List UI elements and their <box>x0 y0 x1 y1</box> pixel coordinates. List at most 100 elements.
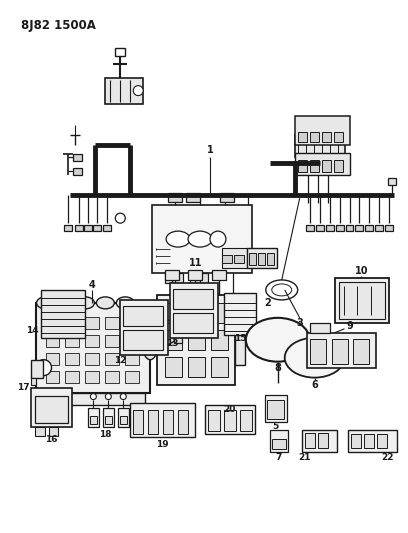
Bar <box>130 402 195 438</box>
Bar <box>125 335 139 347</box>
Bar <box>84 225 92 231</box>
Text: 2: 2 <box>264 298 271 308</box>
Text: 12: 12 <box>114 356 126 365</box>
Text: 18: 18 <box>99 430 111 439</box>
Bar <box>105 353 119 365</box>
Bar <box>148 409 158 434</box>
Text: 21: 21 <box>298 453 311 462</box>
Bar <box>133 409 143 434</box>
Ellipse shape <box>35 360 51 376</box>
Bar <box>157 295 235 385</box>
Bar <box>165 357 182 377</box>
Text: 6: 6 <box>311 379 318 390</box>
Bar <box>234 255 244 263</box>
Bar <box>348 431 397 453</box>
Bar <box>120 416 127 424</box>
Ellipse shape <box>56 297 74 309</box>
Bar <box>40 290 85 338</box>
Text: 10: 10 <box>355 266 368 276</box>
Text: 13: 13 <box>166 339 178 348</box>
Bar <box>295 154 350 175</box>
Bar <box>85 317 100 329</box>
Bar <box>163 409 173 434</box>
Bar <box>120 300 168 354</box>
Ellipse shape <box>246 318 310 362</box>
Bar <box>123 306 163 326</box>
Bar <box>178 409 188 434</box>
Bar <box>31 387 73 427</box>
Text: 3: 3 <box>296 318 303 328</box>
Bar <box>332 339 348 364</box>
Bar <box>334 133 343 142</box>
Bar <box>222 248 247 268</box>
Bar <box>40 393 145 405</box>
Bar <box>93 225 101 231</box>
Bar <box>224 293 256 335</box>
Bar <box>46 370 60 383</box>
Bar <box>306 225 314 231</box>
Bar <box>220 193 234 202</box>
Bar <box>188 330 205 350</box>
Bar <box>105 78 143 103</box>
Bar <box>125 317 139 329</box>
Bar <box>240 409 252 431</box>
Bar <box>302 431 337 453</box>
Bar <box>267 253 274 265</box>
Bar <box>103 225 111 231</box>
Bar <box>235 315 245 365</box>
Bar <box>31 360 42 377</box>
Bar <box>118 408 129 427</box>
Ellipse shape <box>96 297 114 309</box>
Bar <box>190 273 208 283</box>
Bar <box>310 323 330 333</box>
Ellipse shape <box>115 213 125 223</box>
Bar <box>46 335 60 347</box>
Ellipse shape <box>210 231 226 247</box>
Bar <box>211 303 228 323</box>
Bar <box>267 400 284 419</box>
Bar <box>73 155 82 161</box>
Bar <box>125 353 139 365</box>
Bar <box>65 317 80 329</box>
Text: 20: 20 <box>224 406 236 415</box>
Bar <box>249 253 256 265</box>
Ellipse shape <box>285 338 344 377</box>
Bar <box>270 431 288 453</box>
Bar <box>35 303 150 393</box>
Bar <box>125 370 139 383</box>
Bar <box>85 335 100 347</box>
Bar <box>208 409 220 431</box>
Ellipse shape <box>266 280 298 300</box>
Text: 8J82 1500A: 8J82 1500A <box>21 19 95 32</box>
Bar <box>298 133 307 142</box>
Bar <box>224 409 236 431</box>
Bar <box>188 357 205 377</box>
Bar <box>346 225 353 231</box>
Bar <box>103 408 114 427</box>
Text: 1: 1 <box>206 146 213 156</box>
Ellipse shape <box>120 393 126 400</box>
Bar <box>386 225 393 231</box>
Bar <box>85 353 100 365</box>
Bar <box>265 394 287 423</box>
Bar <box>310 339 326 364</box>
Bar <box>46 353 60 365</box>
Bar <box>64 225 73 231</box>
Bar <box>89 408 100 427</box>
Bar <box>211 330 228 350</box>
Bar <box>295 116 350 146</box>
Bar <box>165 330 182 350</box>
Bar <box>295 135 344 157</box>
Bar <box>46 317 60 329</box>
Ellipse shape <box>105 393 111 400</box>
Text: 5: 5 <box>273 422 279 431</box>
Bar <box>65 335 80 347</box>
Ellipse shape <box>76 297 94 309</box>
Bar <box>212 270 226 280</box>
Ellipse shape <box>91 393 96 400</box>
Bar <box>152 205 252 273</box>
Text: 11: 11 <box>189 258 203 268</box>
Bar <box>388 179 396 185</box>
Bar <box>353 339 369 364</box>
Bar <box>307 333 377 368</box>
